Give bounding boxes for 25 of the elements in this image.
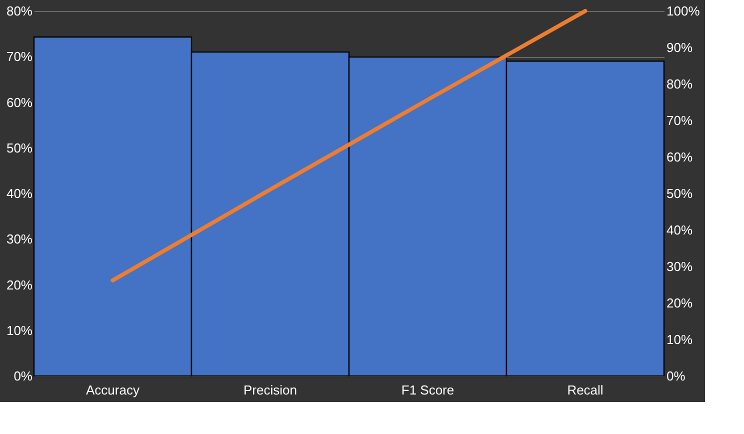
x-tick-label: Precision <box>244 382 297 398</box>
y-tick-label: 50% <box>6 140 33 156</box>
line-series <box>110 9 588 282</box>
y-tick-label: 10% <box>6 322 33 338</box>
y2-tick-label: 60% <box>666 150 693 164</box>
y2-tick-label: 0% <box>666 368 686 384</box>
y-tick-label: 70% <box>6 49 33 64</box>
y-tick-label: 60% <box>6 94 33 110</box>
x-tick-label: Recall <box>567 382 604 398</box>
y2-tick-label: 90% <box>666 40 693 55</box>
y-tick-label: 20% <box>6 277 33 292</box>
y2-tick-label: 50% <box>666 186 693 201</box>
y2-tick-label: 40% <box>666 222 693 238</box>
x-tick-label: F1 Score <box>401 382 454 398</box>
y2-tick-label: 30% <box>666 259 693 274</box>
y-tick-label: 40% <box>6 186 33 201</box>
x-tick-label: Accuracy <box>86 382 140 398</box>
y2-tick-label: 80% <box>666 76 693 92</box>
y-tick-label: 80% <box>6 4 33 18</box>
y2-tick-label: 10% <box>666 332 693 347</box>
y-tick-label: 0% <box>14 368 33 384</box>
y-tick-label: 30% <box>6 232 33 247</box>
y2-tick-label: 100% <box>666 4 700 18</box>
y2-tick-label: 20% <box>666 296 693 310</box>
y2-tick-label: 70% <box>666 113 693 128</box>
